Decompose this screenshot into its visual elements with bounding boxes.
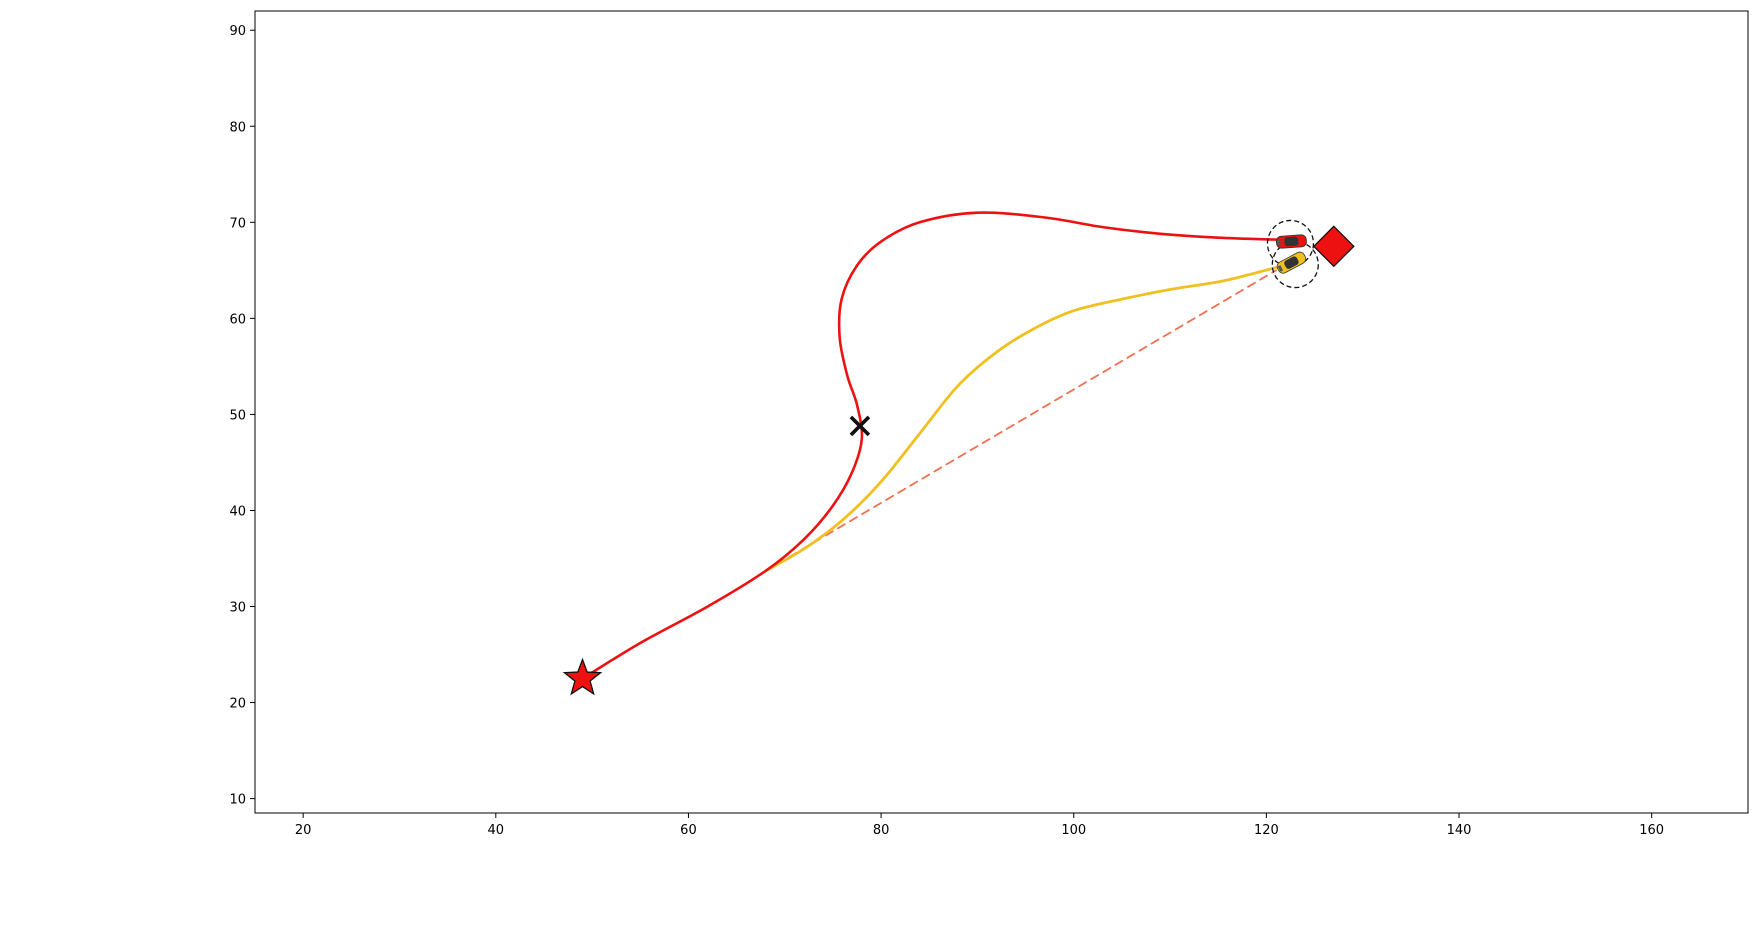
y-tick-label: 30 — [229, 600, 246, 615]
x-tick-label: 120 — [1254, 823, 1279, 838]
y-tick-label: 20 — [229, 697, 246, 712]
plot-frame — [254, 10, 1749, 814]
x-tick-label: 20 — [295, 823, 312, 838]
x-tick-label: 80 — [873, 823, 890, 838]
red-car-rear — [1277, 239, 1281, 246]
series-red-trajectory — [581, 211, 1278, 680]
y-tick-label: 90 — [229, 24, 246, 39]
waypoint-x — [849, 415, 871, 437]
y-tick-label: 50 — [229, 408, 246, 423]
x-tick-label: 140 — [1447, 823, 1472, 838]
x-axis: 20 40 60 80 100 120 140 160 — [295, 813, 1664, 838]
y-tick-label: 70 — [229, 216, 246, 231]
y-tick-label: 80 — [229, 120, 246, 135]
y-tick-label: 60 — [229, 312, 246, 327]
goal-diamond — [1312, 225, 1355, 268]
x-tick-label: 60 — [680, 823, 697, 838]
x-tick-label: 40 — [488, 823, 505, 838]
start-star — [562, 657, 603, 696]
x-tick-label: 160 — [1639, 823, 1664, 838]
red-car — [1275, 234, 1307, 249]
series-dashed-line — [764, 269, 1277, 572]
y-tick-label: 40 — [229, 504, 246, 519]
yellow-car-roof — [1284, 256, 1299, 269]
lines-layer — [581, 211, 1278, 680]
red-car-roof — [1284, 236, 1299, 247]
y-axis: 10 20 30 40 50 60 70 80 90 — [229, 24, 255, 808]
yellow-car — [1276, 251, 1307, 274]
y-tick-label: 10 — [229, 793, 246, 808]
markers-layer — [562, 219, 1355, 696]
series-yellow-trajectory — [764, 266, 1278, 573]
x-tick-label: 100 — [1061, 823, 1086, 838]
yellow-car-rear — [1277, 265, 1284, 272]
